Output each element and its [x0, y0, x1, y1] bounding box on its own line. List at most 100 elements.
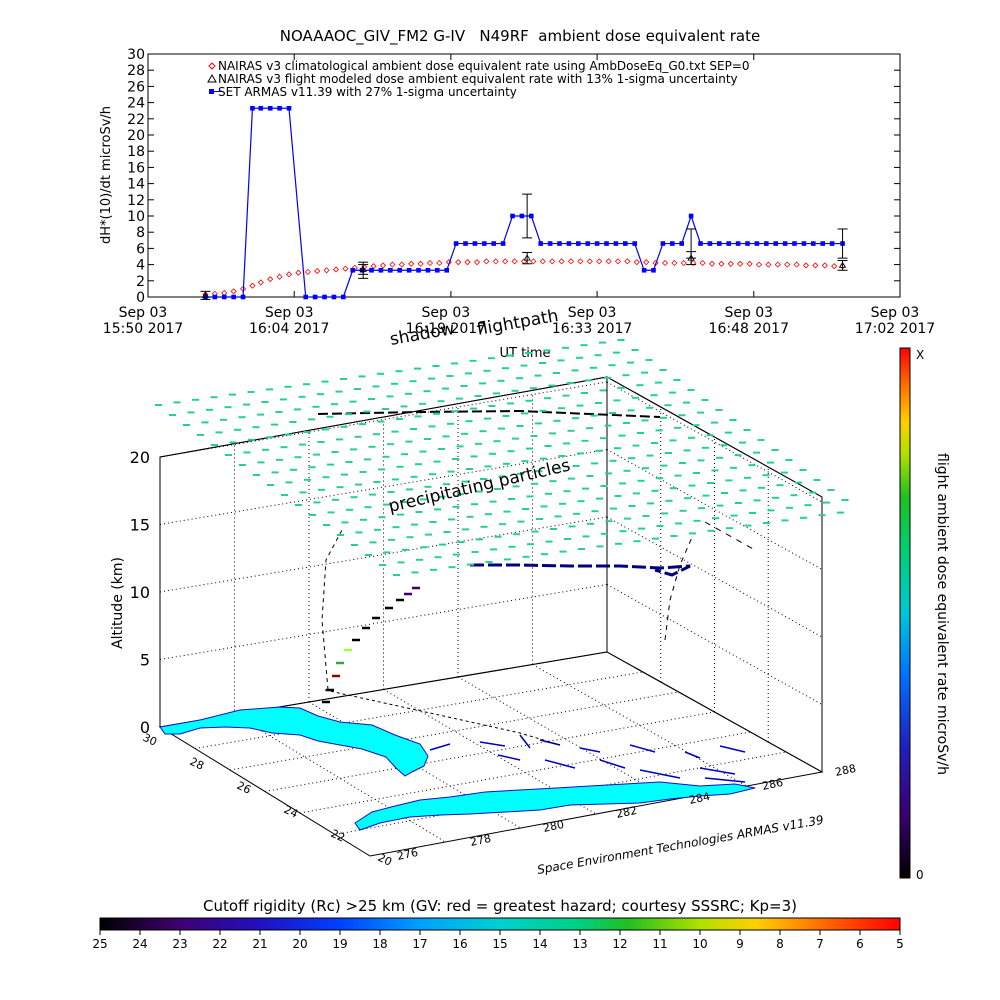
armas-point: [444, 267, 450, 273]
z-tick-label: 5: [140, 651, 150, 670]
climatological-point: [643, 259, 650, 266]
grid-altitude-right: [606, 584, 823, 705]
climatological-point: [633, 259, 640, 266]
precipitating-particles: [155, 339, 849, 576]
armas-point: [519, 213, 525, 219]
armas-point: [463, 241, 468, 246]
armas-point: [764, 241, 769, 246]
climatological-point: [624, 258, 631, 265]
colorbar-bottom-title: Cutoff rigidity (Rc) >25 km (GV: red = g…: [203, 897, 797, 915]
x-tick-date: Sep 03: [265, 305, 314, 321]
armas-point: [679, 241, 685, 246]
y-tick-label: 8: [136, 225, 145, 241]
colorbar-tick-label: 14: [532, 937, 547, 951]
climatological-point: [267, 276, 274, 283]
armas-point: [707, 241, 713, 246]
armas-point: [416, 267, 421, 273]
label-flightpath: flightpath: [475, 306, 560, 340]
latitude-tick-label: 22: [329, 827, 347, 845]
armas-point: [510, 213, 515, 219]
armas-point: [538, 241, 544, 246]
y-tick-label: 12: [127, 193, 145, 209]
climatological-point: [304, 268, 311, 275]
colorbar-tick-label: 7: [816, 937, 824, 951]
armas-point: [670, 241, 675, 246]
projection-line-far-right: [704, 521, 756, 551]
legend-symbol-square: [209, 89, 214, 94]
armas-point: [500, 241, 506, 246]
armas-point: [557, 241, 562, 246]
colorbar-tick-label: 15: [492, 937, 507, 951]
climatological-point: [379, 262, 387, 269]
armas-point: [322, 294, 327, 300]
colorbar-bottom: [99, 917, 901, 931]
armas-point: [378, 267, 384, 273]
armas-point: [359, 267, 365, 273]
climatological-point: [671, 259, 678, 267]
grid-floor-lat: [334, 751, 787, 835]
land-cuba: [354, 781, 756, 831]
x-tick-date: Sep 03: [724, 305, 773, 321]
armas-point: [632, 241, 638, 246]
climatological-point: [765, 261, 772, 268]
longitude-tick-label: 286: [761, 776, 784, 793]
projection-line-left: [321, 529, 343, 691]
armas-point: [801, 241, 807, 246]
climatological-point: [530, 258, 537, 265]
latitude-ticks: 30 28 26 24 22 20: [141, 731, 394, 869]
x-tick-time: 16:04 2017: [249, 321, 329, 337]
flight-model-point: [523, 254, 531, 261]
climatological-point: [596, 258, 603, 265]
armas-point: [735, 241, 741, 246]
y-tick-label: 22: [127, 112, 145, 128]
armas-point: [267, 105, 273, 111]
grid-3d: [159, 376, 823, 843]
armas-point: [231, 294, 236, 300]
legend-label-climatological: NAIRAS v3 climatological ambient dose eq…: [218, 59, 750, 73]
colorbar-tick-label: 5: [896, 937, 904, 951]
x-tick-date: Sep 03: [871, 305, 920, 321]
armas-point: [745, 241, 750, 246]
climatological-point: [408, 260, 415, 267]
flight-model-point: [201, 291, 210, 298]
armas-point: [717, 241, 722, 246]
climatological-point: [755, 261, 763, 268]
longitude-tick-label: 278: [469, 832, 492, 849]
climatological-point: [464, 259, 471, 266]
series-armas: [203, 105, 845, 300]
armas-point: [350, 267, 356, 273]
y-tick-label: 20: [127, 128, 145, 144]
legend-symbol-triangle: [207, 73, 217, 83]
legend-label-armas: SET ARMAS v11.39 with 27% 1-sigma uncert…: [218, 85, 517, 99]
armas-point: [250, 105, 255, 111]
climatological-point: [426, 259, 434, 267]
latitude-tick-label: 30: [141, 731, 159, 749]
climatological-point: [417, 260, 424, 267]
z-tick-label: 10: [130, 583, 150, 602]
islands-bahamas: [429, 734, 746, 783]
climatological-point: [483, 258, 490, 265]
armas-point: [547, 241, 553, 246]
chart-title: NOAAAOC_GIV_FM2 G-IV N49RF ambient dose …: [280, 27, 760, 46]
colorbar-tick-label: 13: [572, 937, 587, 951]
legend-symbol-diamond: [208, 62, 216, 70]
armas-point: [435, 267, 440, 273]
armas-point: [312, 294, 318, 300]
x-tick-time: 17:02 2017: [855, 321, 935, 337]
armas-point: [829, 241, 835, 246]
y-tick-label: 6: [136, 241, 145, 257]
armas-point: [406, 267, 412, 273]
colorbar-tick-label: 19: [332, 937, 347, 951]
climatological-point: [784, 261, 791, 268]
credit-label: Space Environment Technologies ARMAS v11…: [536, 813, 825, 877]
armas-point: [331, 294, 337, 300]
plot-frame: [147, 53, 901, 298]
armas-point: [792, 241, 797, 246]
armas-point: [773, 241, 779, 246]
y-tick-label: 14: [127, 177, 145, 193]
colorbar-right-bottom-label: 0: [916, 868, 924, 882]
climatological-point: [586, 258, 593, 265]
climatological-point: [605, 258, 612, 265]
